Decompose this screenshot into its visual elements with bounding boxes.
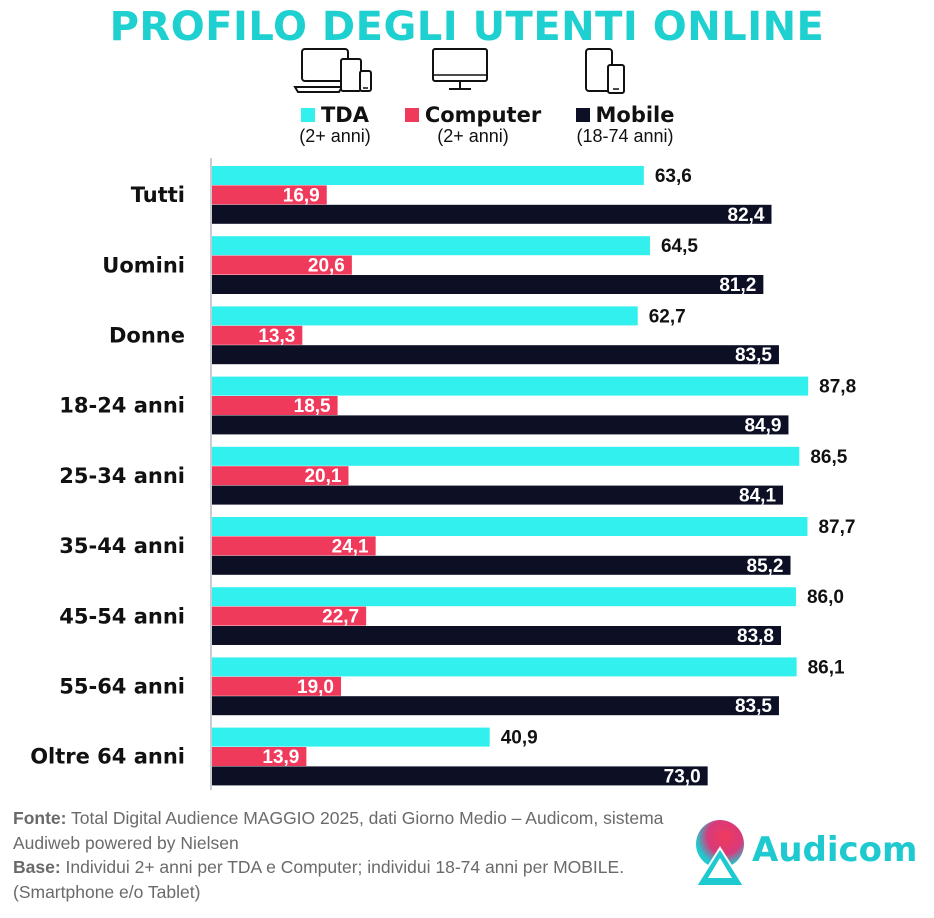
bar-mobile [212,345,779,365]
bar-mobile [212,766,708,786]
legend-item-tda: TDA (2+ anni) [280,103,390,147]
category-label: 18-24 anni [59,394,185,418]
legend-label-computer: Computer [424,103,542,127]
data-label-mobile: 82,4 [728,205,765,226]
bar-tda [212,657,797,677]
legend-label-mobile: Mobile [595,103,675,127]
legend-swatch-mobile [575,108,590,122]
data-label-tda: 86,0 [807,587,844,608]
bar-tda [212,727,490,747]
source-base-label: Base: [13,857,61,877]
bar-mobile [212,415,789,435]
bar-tda [212,446,800,466]
legend-swatch-tda [300,108,315,122]
data-label-mobile: 83,8 [737,626,774,647]
data-label-computer: 18,5 [294,396,331,417]
bar-computer [212,466,349,486]
bar-computer [212,185,327,205]
chart-title: PROFILO DEGLI UTENTI ONLINE [109,4,825,50]
source-note: Fonte: Total Digital Audience MAGGIO 202… [13,806,683,904]
source-fonte-label: Fonte: [13,808,67,828]
data-label-mobile: 83,5 [735,345,772,366]
phone-tablet-icon [585,48,625,94]
category-label: Tutti [131,183,185,207]
legend-item-computer: Computer (2+ anni) [388,103,558,147]
brand-name: Audicom [752,830,918,870]
data-label-tda: 87,7 [818,517,855,538]
bar-computer [212,676,342,696]
category-label: Oltre 64 anni [30,745,185,769]
bar-chart: Tutti 63,6 16,9 82,4 Uomini 64,5 20,6 81,2 Donne… [30,158,856,790]
legend-item-mobile: Mobile (18-74 anni) [545,103,705,147]
data-label-tda: 62,7 [649,306,686,327]
desktop-monitor-icon [432,48,488,90]
bar-computer [212,536,376,556]
data-label-mobile: 85,2 [747,556,784,577]
audicom-logo-icon [694,820,746,887]
data-label-tda: 86,1 [808,657,845,678]
category-label: 35-44 anni [59,534,185,558]
legend-swatch-computer [404,108,419,122]
data-label-computer: 20,6 [308,256,345,277]
bar-tda [212,166,644,185]
data-label-tda: 87,8 [819,377,856,398]
bar-tda [212,306,638,326]
data-label-mobile: 83,5 [735,696,772,717]
legend-sub-mobile: (18-74 anni) [576,126,674,146]
data-label-computer: 19,0 [297,677,334,698]
data-label-computer: 22,7 [322,607,359,628]
data-label-mobile: 81,2 [719,275,756,296]
legend-sub-computer: (2+ anni) [437,126,509,146]
source-fonte-text: Total Digital Audience MAGGIO 2025, dati… [13,808,664,853]
bar-mobile [212,555,791,575]
bar-tda [212,517,808,536]
data-label-computer: 20,1 [304,466,341,487]
data-label-tda: 63,6 [655,166,692,187]
bar-computer [212,255,352,275]
bar-mobile [212,485,784,505]
data-label-computer: 16,9 [283,185,320,206]
bar-mobile [212,696,779,716]
category-label: 45-54 anni [59,604,185,628]
data-label-computer: 24,1 [332,536,369,557]
data-label-mobile: 84,1 [739,486,776,507]
bar-mobile [212,626,782,645]
legend-sub-tda: (2+ anni) [299,126,371,146]
data-label-mobile: 73,0 [664,766,701,787]
data-label-tda: 40,9 [501,728,538,749]
category-label: 25-34 anni [59,464,185,488]
bar-mobile [212,275,764,294]
data-label-mobile: 84,9 [744,415,781,436]
data-label-tda: 64,5 [661,236,698,257]
data-label-computer: 13,3 [258,326,295,347]
source-base-text: Individui 2+ anni per TDA e Computer; in… [13,857,625,902]
bar-tda [212,587,796,607]
bar-tda [212,376,809,396]
category-label: Uomini [102,253,185,277]
devices-icon [293,48,372,93]
category-label: Donne [109,324,185,348]
bar-computer [212,396,338,415]
data-label-tda: 86,5 [810,447,847,468]
bar-computer [212,606,367,626]
data-label-computer: 13,9 [262,747,299,768]
bar-tda [212,236,650,256]
legend-label-tda: TDA [320,103,369,127]
bar-computer [212,325,303,345]
category-label: 55-64 anni [59,675,185,699]
bar-computer [212,747,307,766]
bar-mobile [212,204,772,224]
